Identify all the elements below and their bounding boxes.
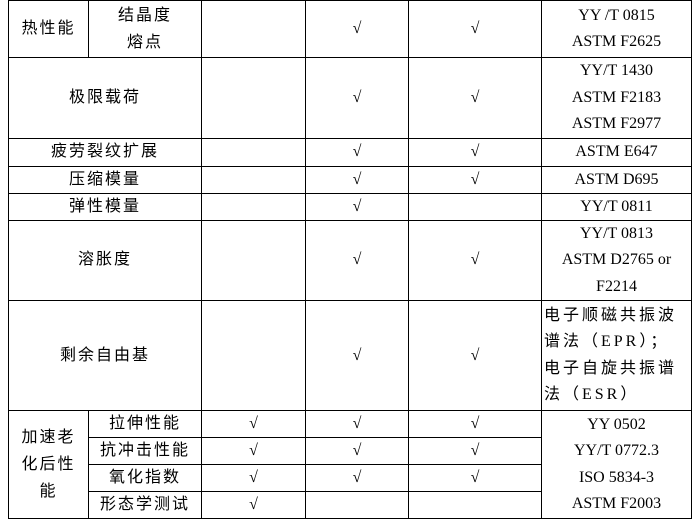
group-label: 热性能	[8, 0, 89, 58]
item-label: 疲劳裂纹扩展	[8, 137, 202, 167]
table-row: 热性能 结晶度熔点 √ √ YY /T 0815 ASTM F2625	[8, 0, 692, 58]
cell-c5: √	[408, 219, 542, 301]
group-label: 加速老 化后性能	[8, 410, 89, 519]
cell-c4: √	[305, 464, 409, 492]
cell-c3	[201, 219, 306, 301]
cell-c3	[201, 57, 306, 139]
standard: ASTM F2977	[571, 115, 662, 132]
cell-c4: √	[305, 0, 409, 58]
standard-cell: YY/T 1430 ASTM F2183 ASTM F2977	[541, 57, 692, 139]
item-label: 氧化指数	[88, 464, 202, 492]
cell-c5: √	[408, 137, 542, 167]
standard: ASTM D2765 or	[561, 251, 672, 268]
cell-c4: √	[305, 192, 409, 221]
standard-cell: ASTM D695	[541, 165, 692, 194]
item-label: 压缩模量	[8, 165, 202, 194]
standard: YY/T 0772.3	[573, 442, 660, 459]
group-line: 加速老	[21, 429, 76, 446]
item-label: 极限载荷	[8, 57, 202, 139]
cell-c5: √	[408, 57, 542, 139]
cell-c4: √	[305, 410, 409, 438]
group-line: 能	[39, 483, 58, 500]
item-line: 熔点	[126, 34, 163, 51]
item-line: 结晶度	[117, 7, 172, 24]
standard-cell: YY /T 0815 ASTM F2625	[541, 0, 692, 58]
cell-c4: √	[305, 437, 409, 465]
standard: ASTM F2183	[571, 88, 662, 106]
cell-c5: √	[408, 0, 542, 58]
cell-c5: √	[408, 300, 542, 411]
cell-c3: √	[201, 491, 306, 519]
standard: ASTM F2003	[571, 495, 662, 512]
table-row: 疲劳裂纹扩展 √ √ ASTM E647	[8, 137, 692, 167]
item-label: 剩余自由基	[8, 300, 202, 411]
standard: 谱法（EPR）；	[544, 333, 670, 350]
standard-cell: YY/T 0813 ASTM D2765 or F2214	[541, 219, 692, 301]
cell-c3	[201, 0, 306, 58]
standard: 电子顺磁共振波	[544, 306, 678, 324]
group-line: 化后性	[21, 456, 76, 473]
cell-c3: √	[201, 410, 306, 438]
cell-c3	[201, 192, 306, 221]
item-label: 拉伸性能	[88, 410, 202, 438]
cell-c4: √	[305, 57, 409, 139]
standard: YY /T 0815	[578, 6, 655, 24]
cell-c3	[201, 300, 306, 411]
table-row: 弹性模量 √ YY/T 0811	[8, 192, 692, 221]
standard: YY/T 1430	[579, 62, 654, 79]
cell-c4: √	[305, 219, 409, 301]
cell-c3: √	[201, 437, 306, 465]
cell-c3	[201, 137, 306, 167]
standard: ASTM F2625	[571, 33, 662, 50]
cell-c4: √	[305, 165, 409, 194]
cell-c5: √	[408, 410, 542, 438]
item-label: 形态学测试	[88, 491, 202, 519]
standard-cell: 电子顺磁共振波 谱法（EPR）； 电子自旋共振谱 法（ESR）	[541, 300, 692, 411]
standard-cell: YY 0502 YY/T 0772.3 ISO 5834-3 ASTM F2003	[541, 410, 692, 519]
table-row: 压缩模量 √ √ ASTM D695	[8, 165, 692, 194]
table-row: 溶胀度 √ √ YY/T 0813 ASTM D2765 or F2214	[8, 219, 692, 301]
cell-c5	[408, 491, 542, 519]
standard-cell: YY/T 0811	[541, 192, 692, 221]
standard: ISO 5834-3	[578, 468, 655, 486]
standard: YY/T 0813	[579, 224, 654, 242]
cell-c5	[408, 192, 542, 221]
cell-c5: √	[408, 165, 542, 194]
item-label: 溶胀度	[8, 219, 202, 301]
cell-c3: √	[201, 464, 306, 492]
standard: F2214	[596, 277, 637, 295]
item-label: 弹性模量	[8, 192, 202, 221]
standard-cell: ASTM E647	[541, 137, 692, 167]
table-row: 极限载荷 √ √ YY/T 1430 ASTM F2183 ASTM F2977	[8, 57, 692, 139]
item-label: 结晶度 熔点	[88, 0, 202, 58]
cell-c4: √	[305, 300, 409, 411]
cell-c3	[201, 165, 306, 194]
cell-c5: √	[408, 464, 542, 492]
table-row: 抗冲击性能 √ √ √	[9, 437, 692, 465]
standard: 法（ESR）	[544, 386, 640, 403]
standard: YY 0502	[587, 415, 646, 433]
table-row: 加速老化后性能 拉伸性能 √ √ √ YY 0502 YY/T 0772.3 ISO…	[8, 410, 692, 519]
cell-c4: √	[305, 137, 409, 167]
cell-c5: √	[408, 437, 542, 465]
table-row: 剩余自由基 √ √ 电子顺磁共振波 谱法（EPR）； 电子自旋共振谱 法（ESR）	[8, 300, 692, 411]
test-standards-table: 热性能 结晶度熔点 √ √ YY /T 0815 ASTM F2625 极限载荷 …	[8, 0, 692, 519]
item-label: 抗冲击性能	[88, 437, 202, 465]
standard: 电子自旋共振谱	[544, 359, 678, 377]
cell-c4	[305, 491, 409, 519]
